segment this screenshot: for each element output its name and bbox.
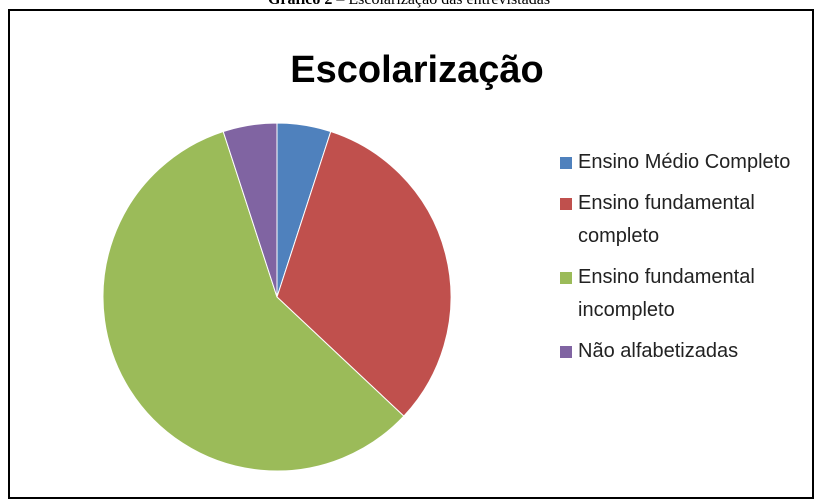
legend-entry: Ensino Médio Completo: [560, 146, 810, 179]
legend-entry: Ensino fundamental incompleto: [560, 261, 810, 327]
legend-entry: Não alfabetizadas: [560, 335, 810, 368]
legend-entry: Ensino fundamental completo: [560, 187, 810, 253]
legend-label: Ensino fundamental incompleto: [578, 266, 755, 321]
legend: Ensino Médio Completo Ensino fundamental …: [560, 146, 810, 376]
caption-label: Gráfico 2: [268, 0, 332, 8]
legend-swatch: [560, 157, 572, 169]
pie-slice: [276, 130, 452, 417]
legend-swatch: [560, 272, 572, 284]
caption: Gráfico 2 – Escolarização das entrevista…: [0, 0, 818, 9]
chart-title: Escolarização: [290, 49, 543, 91]
legend-swatch: [560, 346, 572, 358]
legend-label: Não alfabetizadas: [578, 340, 739, 362]
pie-slice: [102, 130, 405, 472]
pie-slice: [222, 122, 278, 298]
legend-label: Ensino fundamental completo: [578, 192, 755, 247]
legend-swatch: [560, 198, 572, 210]
legend-label: Ensino Médio Completo: [578, 151, 791, 173]
caption-text: – Escolarização das entrevistadas: [336, 0, 550, 8]
